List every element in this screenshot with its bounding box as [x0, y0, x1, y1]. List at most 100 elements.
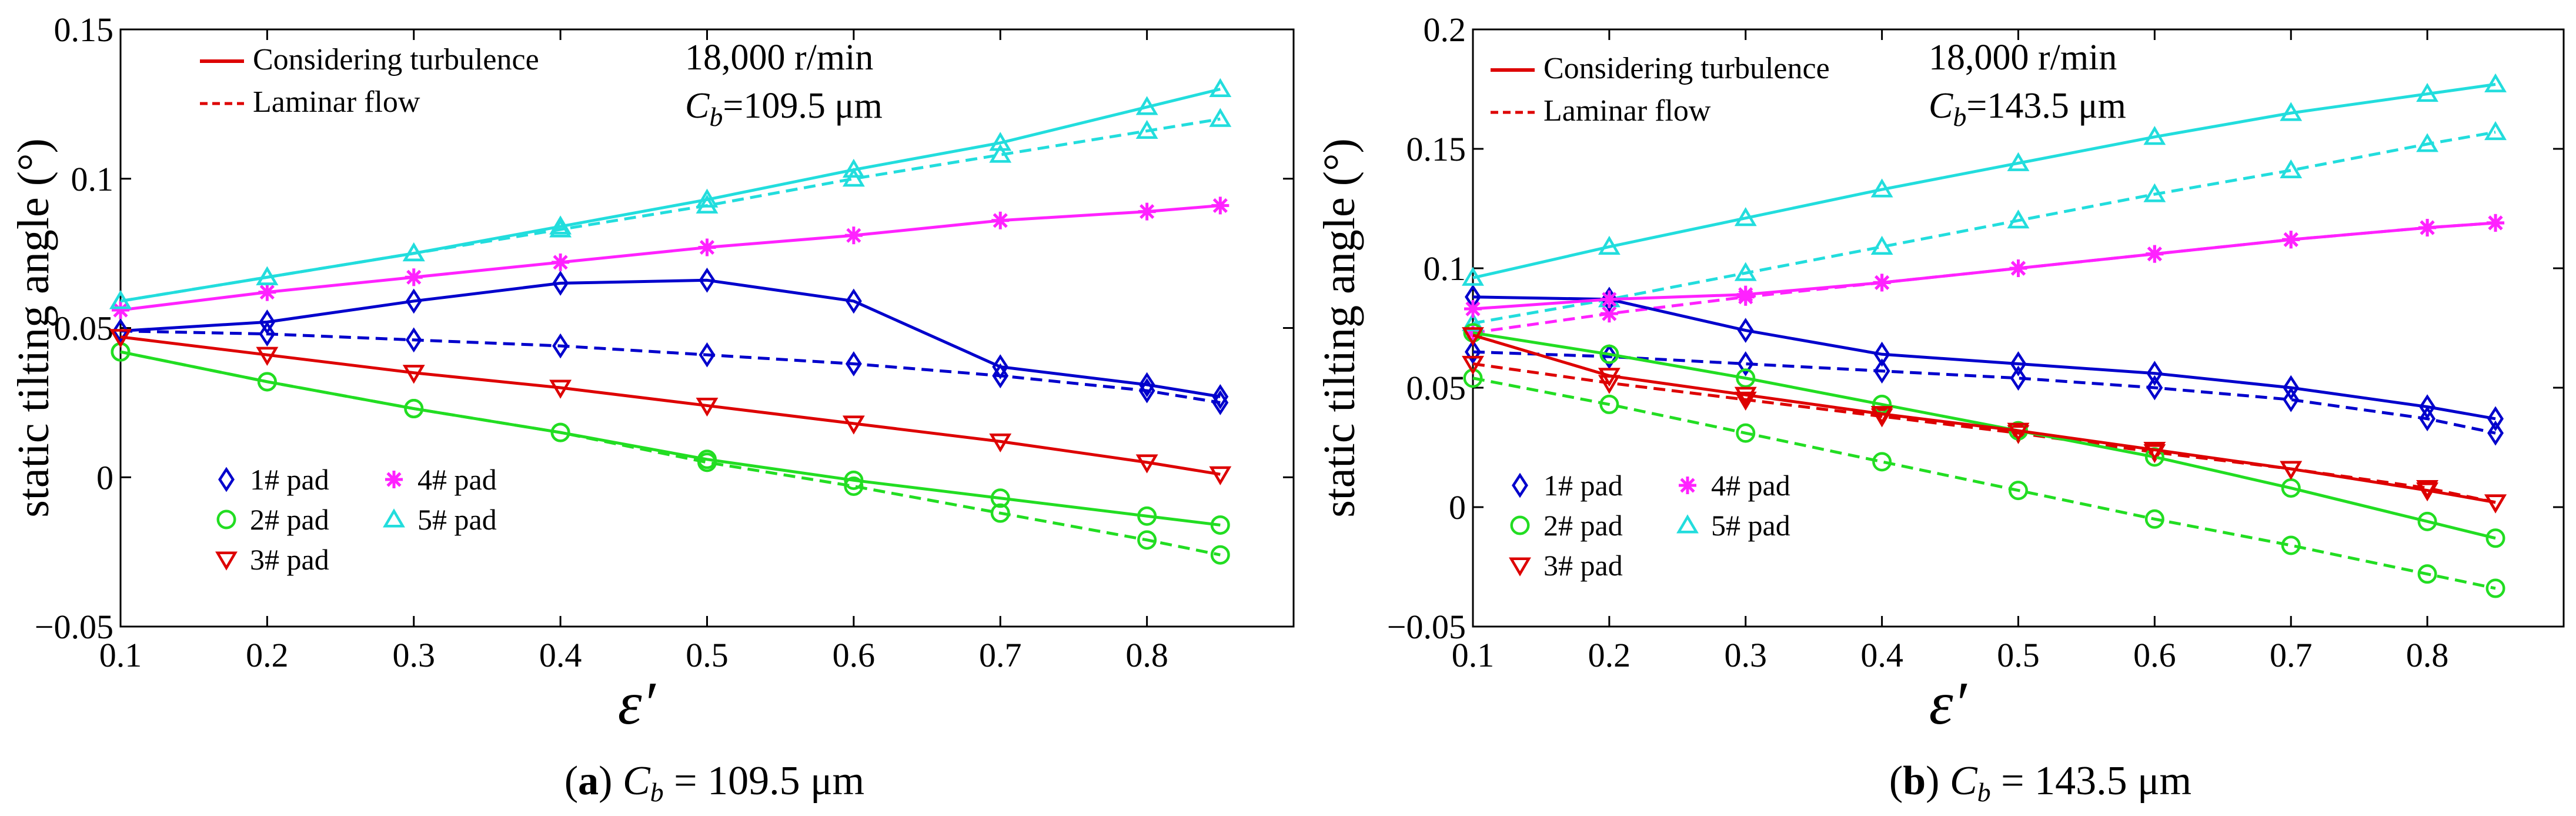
legend-pad-label: 5# pad [1711, 509, 1790, 542]
data-point-triangle-down-icon [1462, 327, 1484, 347]
legend-diamond-icon [1512, 472, 1528, 498]
data-point-circle-icon [1210, 545, 1230, 565]
y-tick-label: 0 [1449, 488, 1466, 527]
legend-triangle-up-icon [1676, 514, 1699, 534]
caption-open-paren: ( [564, 758, 578, 804]
caption-open-paren: ( [1889, 758, 1903, 804]
data-point-asterisk-icon [2146, 245, 2164, 263]
data-point-triangle-down-icon [842, 415, 865, 435]
data-point-triangle-up-icon [2007, 209, 2030, 229]
data-point-triangle-up-icon [1209, 108, 1232, 127]
legend-circle-icon [1510, 515, 1530, 535]
data-point-diamond-icon [2010, 365, 2027, 391]
data-point-triangle-up-icon [549, 215, 572, 235]
data-point-triangle-down-icon [2007, 422, 2030, 442]
data-point-diamond-icon [699, 267, 716, 293]
data-point-triangle-up-icon [109, 290, 132, 309]
data-point-circle-icon [1599, 344, 1619, 364]
data-point-circle-icon [2485, 578, 2505, 598]
legend-pad-label: 2# pad [1543, 509, 1623, 542]
caption-close-paren: ) [1926, 758, 1950, 804]
caption-value: = 143.5 μm [1991, 758, 2191, 804]
legend-circle-icon [216, 509, 236, 529]
x-tick-label: 0.1 [99, 636, 142, 674]
data-point-triangle-down-icon [1135, 454, 1158, 474]
series-line-pad1-dashed [1472, 350, 2496, 435]
legend-pad-label: 4# pad [417, 463, 497, 496]
data-point-circle-icon [697, 449, 717, 469]
data-point-diamond-icon [2146, 361, 2163, 387]
legend-asterisk-icon [385, 471, 403, 488]
data-point-triangle-up-icon [2280, 159, 2303, 179]
data-point-diamond-icon [1212, 384, 1229, 409]
data-point-asterisk-icon [1211, 196, 1229, 215]
legend-pad-label: 3# pad [1543, 549, 1623, 582]
series-line-pad5-dashed [1472, 131, 2496, 325]
data-point-triangle-up-icon [1598, 235, 1621, 255]
x-tick-label: 0.7 [979, 636, 1022, 674]
data-point-circle-icon [990, 503, 1010, 523]
y-axis-label: static tilting angle (°) [1315, 138, 1364, 518]
data-point-triangle-up-icon [2484, 73, 2507, 92]
data-point-diamond-icon [1465, 339, 1481, 365]
caption-c-symbol: C [623, 758, 651, 804]
x-tick-label: 0.5 [1997, 636, 2040, 674]
series-line-pad2-dashed [1472, 377, 2496, 590]
data-point-asterisk-icon [1600, 305, 1618, 323]
line-style-legend: Considering turbulence Laminar flow [1491, 52, 1830, 128]
data-point-triangle-up-icon [1135, 96, 1158, 115]
legend-triangle-down-icon [1509, 557, 1531, 577]
data-point-diamond-icon [405, 327, 422, 353]
x-tick-label: 0.7 [2270, 636, 2313, 674]
legend-asterisk-icon [1679, 477, 1696, 494]
data-point-circle-icon [844, 476, 864, 496]
legend-pad-label: 1# pad [250, 463, 329, 496]
data-point-triangle-up-icon [842, 158, 865, 178]
data-point-triangle-up-icon [842, 168, 865, 187]
data-point-asterisk-icon [1464, 300, 1482, 318]
cb-subscript: b [1953, 102, 1966, 132]
data-point-triangle-up-icon [2416, 133, 2439, 152]
series-line-pad2-solid [1472, 331, 2496, 540]
legend-pad-label: 1# pad [1543, 469, 1623, 502]
chart-panel-b: 0.1 0.2 0.3 0.4 0.5 0.6 0.7 0.8 −0.05 0 0.05 0.1 0.1… [1315, 11, 2565, 737]
x-tick-label: 0.1 [1452, 636, 1495, 674]
legend-solid-label: Considering turbulence [253, 43, 539, 76]
cb-symbol: C [685, 86, 710, 126]
data-point-diamond-icon [2487, 406, 2504, 432]
caption-close-paren: ) [599, 758, 623, 804]
data-point-circle-icon [1137, 530, 1157, 550]
x-tick-label: 0.6 [2133, 636, 2176, 674]
x-tick-label: 0.2 [1588, 636, 1631, 674]
data-point-triangle-up-icon [2280, 102, 2303, 121]
line-style-legend: Considering turbulence Laminar flow [200, 43, 539, 119]
data-point-triangle-down-icon [1734, 391, 1757, 411]
y-tick-label: −0.05 [1387, 608, 1466, 646]
series-line-pad5-solid [120, 88, 1221, 303]
data-point-triangle-up-icon [402, 242, 425, 262]
y-tick-label: 0.05 [1406, 369, 1466, 407]
data-point-triangle-up-icon [1734, 262, 1757, 281]
pad-marker-legend: 1# pad 2# pad 3# pad 4# pad 5# pad [215, 463, 497, 576]
caption-letter: b [1903, 758, 1926, 804]
series-line-pad1-solid [1472, 295, 2496, 421]
data-point-asterisk-icon [844, 227, 863, 245]
data-point-circle-icon [550, 422, 570, 442]
cb-value: =109.5 μm [723, 86, 882, 126]
legend-triangle-up-icon [383, 508, 405, 528]
data-point-diamond-icon [259, 321, 276, 347]
pad-marker-legend: 1# pad 2# pad 3# pad 4# pad 5# pad [1509, 469, 1790, 582]
legend-pad-label: 3# pad [250, 543, 329, 576]
caption-c-symbol: C [1950, 758, 1978, 804]
data-point-asterisk-icon [1873, 274, 1891, 292]
series-line-pad1-solid [120, 278, 1221, 398]
speed-annotation: 18,000 r/min [685, 38, 873, 78]
cb-annotation: Cb=109.5 μm [685, 86, 883, 132]
data-point-triangle-up-icon [1462, 267, 1484, 286]
cb-value: =143.5 μm [1966, 86, 2126, 126]
caption-b-subscript: b [1977, 777, 1991, 807]
cb-annotation: Cb=143.5 μm [1929, 86, 2126, 132]
speed-annotation: 18,000 r/min [1929, 38, 2117, 78]
data-point-diamond-icon [2487, 420, 2504, 446]
